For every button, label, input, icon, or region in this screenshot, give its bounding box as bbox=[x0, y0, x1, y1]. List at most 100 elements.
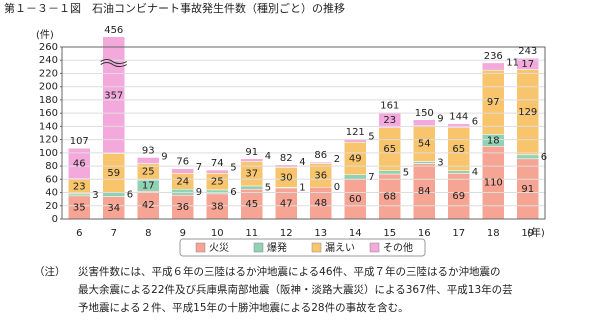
total-label: 144 bbox=[449, 112, 468, 123]
note-label: （注） bbox=[34, 265, 66, 278]
value-label: 25 bbox=[142, 167, 155, 178]
value-label: 17 bbox=[521, 59, 534, 70]
value-label: 5 bbox=[368, 132, 374, 143]
value-label: 7 bbox=[368, 172, 374, 183]
x-tick-label: 11 bbox=[245, 228, 258, 239]
x-tick-label: 13 bbox=[314, 228, 327, 239]
value-label: 3 bbox=[92, 190, 98, 201]
bar-segment bbox=[378, 112, 401, 128]
y-tick-label: 140 bbox=[39, 121, 58, 132]
value-label: 37 bbox=[245, 169, 258, 180]
y-tick-label: 40 bbox=[45, 188, 58, 199]
y-unit: (件) bbox=[36, 29, 54, 41]
axis-break bbox=[100, 62, 127, 68]
value-label: 9 bbox=[161, 151, 167, 162]
y-tick-label: 20 bbox=[45, 201, 58, 212]
value-label: 6 bbox=[472, 117, 478, 128]
y-tick-label: 160 bbox=[39, 108, 58, 119]
bar-segment bbox=[413, 161, 436, 164]
bar-segment bbox=[240, 158, 263, 162]
value-label: 357 bbox=[104, 90, 123, 101]
value-label: 48 bbox=[314, 198, 327, 209]
value-label: 4 bbox=[299, 157, 305, 168]
value-label: 6 bbox=[230, 187, 236, 198]
bar-segment bbox=[206, 169, 229, 174]
value-label: 2 bbox=[334, 154, 340, 165]
value-label: 5 bbox=[265, 183, 271, 194]
legend-label: 火災 bbox=[209, 242, 229, 254]
bar-segment bbox=[344, 174, 367, 180]
value-label: 69 bbox=[452, 191, 465, 202]
value-label: 9 bbox=[437, 114, 443, 125]
x-tick-label: 17 bbox=[452, 228, 465, 239]
total-label: 236 bbox=[484, 51, 503, 62]
value-label: 129 bbox=[518, 107, 537, 118]
note-line: 予地震による２件、平成15年の十勝沖地震による28件の事故を含む。 bbox=[78, 301, 409, 314]
total-label: 76 bbox=[176, 157, 189, 168]
value-label: 34 bbox=[107, 203, 120, 214]
bar-segment bbox=[206, 189, 229, 195]
bar-segment bbox=[102, 37, 125, 154]
bar-segment bbox=[309, 161, 332, 164]
value-label: 3 bbox=[437, 157, 443, 168]
value-label: 46 bbox=[73, 158, 86, 169]
value-label: 60 bbox=[349, 194, 362, 205]
value-label: 23 bbox=[73, 181, 86, 192]
value-label: 18 bbox=[487, 135, 500, 146]
value-label: 9 bbox=[196, 187, 202, 198]
y-tick-label: 80 bbox=[45, 161, 58, 172]
x-tick-label: 12 bbox=[280, 228, 293, 239]
value-label: 36 bbox=[176, 202, 189, 213]
x-tick-label: 7 bbox=[111, 228, 117, 239]
value-label: 4 bbox=[472, 167, 478, 178]
value-label: 91 bbox=[521, 184, 534, 195]
total-label: 456 bbox=[104, 25, 123, 36]
legend-swatch bbox=[369, 242, 380, 253]
value-label: 84 bbox=[418, 186, 431, 197]
y-tick-label: 260 bbox=[39, 42, 58, 53]
legend-box bbox=[179, 238, 426, 257]
bar-segment bbox=[171, 168, 194, 174]
total-label: 150 bbox=[415, 108, 434, 119]
bar-segment bbox=[68, 193, 91, 197]
total-label: 243 bbox=[518, 46, 537, 57]
bar-segment bbox=[344, 138, 367, 143]
value-label: 25 bbox=[211, 177, 224, 188]
value-label: 36 bbox=[314, 170, 327, 181]
note-line: 災害件数には、平成６年の三陸はるか沖地震による46件、平成７年の三陸はるか沖地震… bbox=[78, 265, 501, 278]
bar-segment bbox=[413, 119, 436, 126]
y-tick-label: 220 bbox=[39, 68, 58, 79]
total-label: 86 bbox=[314, 150, 327, 161]
value-label: 17 bbox=[142, 181, 155, 192]
value-label: 97 bbox=[487, 97, 500, 108]
plot-frame bbox=[61, 46, 546, 220]
value-label: 49 bbox=[349, 153, 362, 164]
legend-swatch bbox=[195, 242, 206, 253]
bar-segment bbox=[102, 192, 125, 197]
value-label: 1 bbox=[299, 183, 305, 194]
total-label: 107 bbox=[70, 136, 89, 147]
total-label: 93 bbox=[142, 145, 155, 156]
legend-label: その他 bbox=[383, 241, 413, 254]
x-unit: (年) bbox=[527, 226, 545, 239]
axis-break bbox=[100, 59, 127, 65]
bar-segment bbox=[447, 123, 470, 128]
y-tick-label: 120 bbox=[39, 135, 58, 146]
value-label: 65 bbox=[452, 144, 465, 155]
x-tick-label: 15 bbox=[383, 228, 396, 239]
value-label: 35 bbox=[73, 202, 86, 213]
value-label: 6 bbox=[127, 190, 133, 201]
bar-segment bbox=[137, 157, 160, 164]
value-label: 7 bbox=[196, 162, 202, 173]
value-label: 45 bbox=[245, 199, 258, 210]
y-tick-label: 100 bbox=[39, 148, 58, 159]
legend-swatch bbox=[253, 242, 264, 253]
value-label: 59 bbox=[107, 168, 120, 179]
value-label: 6 bbox=[541, 152, 547, 163]
x-tick-label: 10 bbox=[211, 228, 224, 239]
value-label: 68 bbox=[383, 192, 396, 203]
x-tick-label: 8 bbox=[145, 228, 151, 239]
y-tick-label: 240 bbox=[39, 55, 58, 66]
